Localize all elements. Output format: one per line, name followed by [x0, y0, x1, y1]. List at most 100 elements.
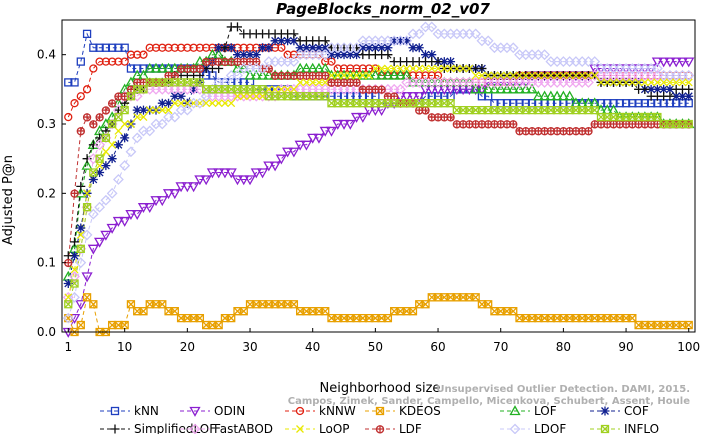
data-point	[532, 90, 544, 101]
data-point	[275, 154, 287, 165]
data-point	[194, 97, 206, 109]
data-point	[647, 78, 656, 87]
data-point	[470, 83, 482, 94]
data-point	[307, 133, 319, 144]
data-point	[101, 147, 110, 156]
data-point	[389, 36, 399, 46]
data-point	[177, 99, 186, 108]
data-point	[421, 64, 430, 73]
data-point	[81, 272, 93, 283]
data-point	[289, 50, 299, 59]
data-point	[64, 300, 73, 309]
legend-item-inflo: INFLO	[590, 422, 659, 434]
data-point	[101, 161, 111, 171]
legend-marker	[375, 406, 385, 416]
series-markers-kdeos	[64, 293, 693, 337]
data-point	[678, 71, 687, 80]
data-point	[263, 161, 275, 172]
data-point	[170, 43, 179, 52]
x-tick-label: 50	[368, 340, 383, 354]
data-point	[119, 160, 131, 172]
x-tick-label: 30	[242, 340, 257, 354]
legend-label: kNN	[134, 404, 159, 418]
y-tick-label: 0.2	[37, 186, 56, 200]
data-point	[340, 71, 348, 80]
data-point	[64, 78, 73, 87]
y-tick-label: 0.3	[37, 117, 56, 131]
data-point	[528, 71, 537, 80]
y-tick-label: 0.1	[37, 256, 56, 270]
data-point	[390, 92, 399, 101]
data-point	[227, 99, 236, 108]
data-point	[89, 168, 98, 177]
legend-label: LoOP	[319, 422, 350, 434]
data-point	[609, 78, 618, 87]
data-point	[175, 182, 187, 193]
legend-label: kNNW	[319, 404, 356, 418]
data-point	[88, 140, 98, 150]
data-point	[302, 78, 311, 87]
data-point	[64, 293, 73, 302]
data-point	[239, 307, 248, 316]
x-axis-label: Neighborhood size	[320, 381, 441, 396]
data-point	[277, 85, 286, 94]
data-point	[501, 83, 513, 94]
data-point	[114, 112, 123, 122]
data-point	[256, 69, 269, 80]
data-point	[70, 189, 79, 198]
legend-marker	[375, 425, 385, 434]
data-point	[413, 28, 425, 40]
data-point	[538, 90, 551, 101]
data-point	[64, 112, 73, 122]
data-point	[557, 90, 569, 101]
data-point	[70, 279, 79, 288]
data-point	[83, 189, 92, 198]
data-point	[156, 196, 168, 207]
x-tick-label: 40	[305, 340, 320, 354]
data-point	[634, 99, 643, 108]
watermark-line-2: Campos, Zimek, Sander, Campello, Micenko…	[288, 396, 690, 407]
data-point	[283, 50, 292, 59]
data-point	[476, 83, 488, 94]
data-point	[395, 83, 406, 95]
data-point	[540, 71, 549, 80]
data-point	[370, 43, 380, 53]
data-point	[565, 71, 574, 80]
data-point	[628, 78, 637, 87]
data-point	[357, 69, 369, 80]
data-point	[526, 83, 538, 94]
legend-marker	[600, 424, 610, 434]
data-point	[158, 43, 167, 52]
data-point	[603, 78, 612, 87]
legend-marker	[110, 406, 120, 416]
legend-item-kdeos: KDEOS	[365, 404, 441, 418]
data-point	[112, 216, 125, 227]
data-point	[571, 71, 580, 80]
data-point	[89, 120, 98, 129]
data-point	[114, 43, 123, 52]
data-point	[665, 84, 675, 94]
data-point	[320, 43, 330, 53]
data-point	[70, 265, 79, 274]
data-point	[133, 113, 142, 122]
watermark-line-1: Unsupervised Outlier Detection. DAMI, 20…	[436, 384, 690, 395]
legend-item-ldf: LDF	[365, 422, 422, 434]
data-point	[108, 140, 117, 149]
data-point	[101, 133, 111, 143]
data-point	[652, 84, 662, 94]
data-point	[439, 57, 449, 67]
data-point	[590, 71, 599, 80]
series-markers-simplifiedlof	[63, 22, 694, 261]
data-point	[101, 43, 111, 52]
data-point	[640, 84, 650, 94]
data-point	[93, 237, 106, 248]
data-point	[295, 43, 305, 53]
x-tick-label: 80	[556, 340, 571, 354]
data-point	[82, 154, 92, 164]
data-point	[615, 78, 624, 87]
data-point	[145, 43, 154, 52]
series-line-inflo	[67, 81, 689, 305]
data-point	[75, 257, 87, 269]
data-point	[87, 208, 99, 220]
